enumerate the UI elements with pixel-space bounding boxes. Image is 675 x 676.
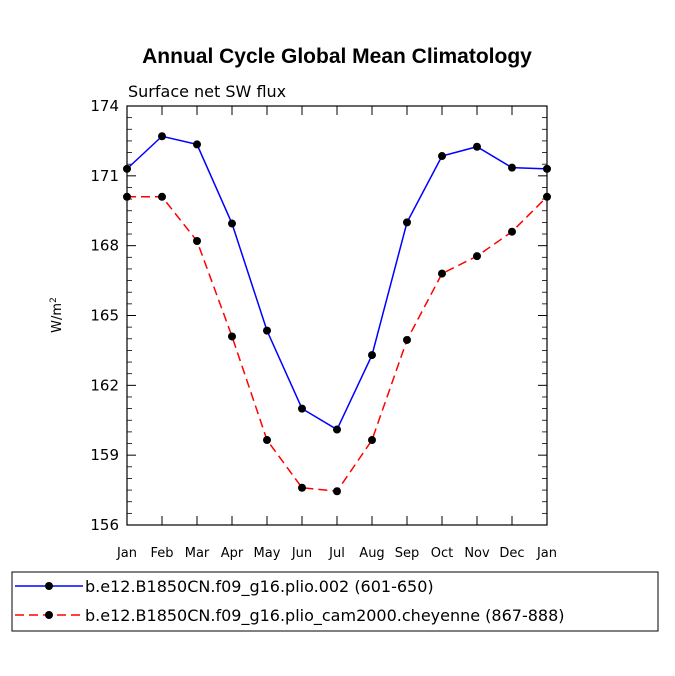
series-1-point — [158, 132, 166, 141]
y-axis-label: W/m2 — [49, 297, 65, 333]
x-tick-label: Aug — [359, 546, 384, 561]
y-axis-label-base: W/m — [50, 303, 65, 333]
x-tick-label: May — [254, 546, 281, 561]
y-tick-label: 171 — [90, 167, 119, 185]
series-1-point — [193, 140, 201, 149]
plot-frame — [126, 105, 548, 526]
series-1-point — [263, 326, 271, 335]
x-tick-label: Nov — [464, 546, 490, 561]
series-1-point — [228, 219, 236, 228]
y-tick-label: 165 — [90, 307, 119, 325]
x-tick-label: Mar — [185, 546, 210, 561]
legend-label-2: b.e12.B1850CN.f09_g16.plio_cam2000.cheye… — [85, 606, 565, 626]
x-tick-label: Feb — [150, 546, 173, 561]
y-axis-label-superscript: 2 — [49, 297, 59, 303]
series-line-2 — [127, 196, 548, 493]
chart-title: Annual Cycle Global Mean Climatology — [142, 45, 532, 68]
y-tick-label: 174 — [90, 97, 119, 115]
series-1-point — [438, 152, 446, 161]
series-2-point — [123, 192, 131, 201]
series-1-point — [403, 218, 411, 227]
series-1-point — [333, 425, 341, 434]
legend-marker-1 — [45, 582, 53, 590]
series-2-point — [193, 237, 201, 246]
series-1-point — [298, 404, 306, 413]
series-1-point — [473, 142, 481, 151]
series-line-1 — [126, 135, 548, 431]
chart-subtitle: Surface net SW flux — [128, 82, 286, 101]
legend: b.e12.B1850CN.f09_g16.plio.002 (601-650)… — [15, 577, 565, 626]
plot-area: 174 171 168 165 162 159 156 Jan Feb Mar Apr May Jun J… — [90, 97, 557, 561]
series-1-point — [123, 164, 131, 173]
legend-box — [11, 571, 659, 632]
legend-marker-2 — [45, 611, 53, 619]
x-tick-label: Dec — [499, 546, 524, 561]
series-2-point — [158, 192, 166, 201]
series-2-point — [228, 332, 236, 341]
y-tick-label: 156 — [90, 516, 119, 534]
series-2-point — [403, 335, 411, 344]
series-2-point — [438, 269, 446, 278]
x-tick-label: Sep — [395, 546, 420, 561]
y-tick-label: 162 — [90, 376, 119, 394]
series-2-point — [298, 483, 306, 492]
y-tick-label: 159 — [90, 446, 119, 464]
y-tick-label: 168 — [90, 237, 119, 255]
legend-label-1: b.e12.B1850CN.f09_g16.plio.002 (601-650) — [85, 577, 434, 597]
series-2-point — [543, 192, 551, 201]
series-2-point — [508, 227, 516, 236]
x-tick-label: Jan — [116, 546, 137, 561]
series-1-point — [543, 164, 551, 173]
x-tick-label: Oct — [431, 546, 453, 561]
series-2-point — [368, 436, 376, 445]
series-1-point — [368, 351, 376, 360]
x-tick-label: Jun — [291, 546, 312, 561]
series-2-point — [263, 436, 271, 445]
x-tick-label: Jul — [328, 546, 345, 561]
x-tick-label: Apr — [221, 546, 244, 561]
x-tick-label: Jan — [536, 546, 557, 561]
series-1-point — [508, 163, 516, 172]
series-2-point — [473, 252, 481, 261]
series-2-point — [333, 487, 341, 496]
